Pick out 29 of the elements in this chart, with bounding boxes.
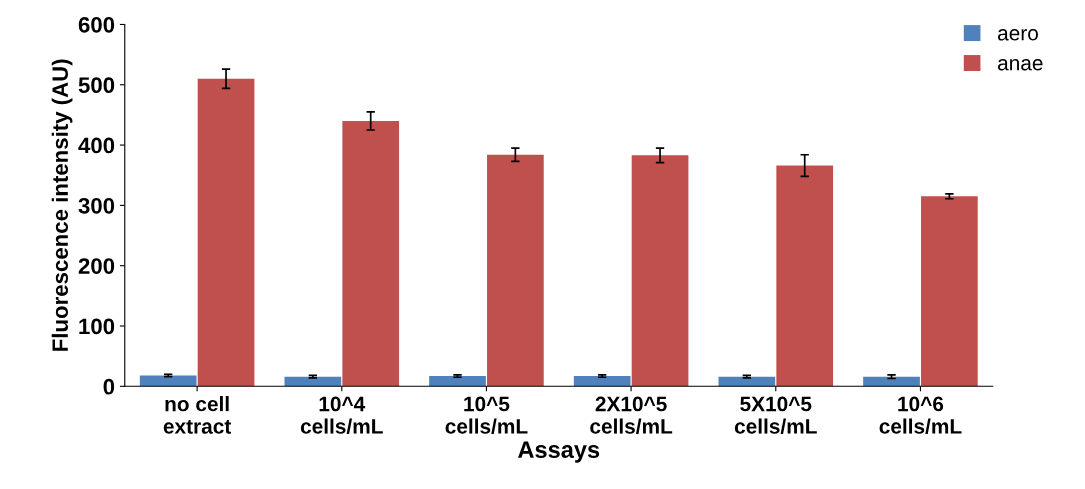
bar bbox=[487, 154, 544, 387]
legend-label: aero bbox=[998, 29, 1038, 41]
bar bbox=[718, 376, 776, 387]
x-tick-label: 5X10^5 cells/mL bbox=[734, 396, 817, 434]
x-tick-label: 10^6 cells/mL bbox=[879, 396, 962, 434]
x-tick-label: 2X10^5 cells/mL bbox=[590, 396, 673, 434]
y-tick-label: 300 bbox=[78, 197, 115, 214]
y-tick-label: 400 bbox=[78, 137, 115, 154]
legend-label: anae bbox=[998, 59, 1043, 71]
x-axis-title: Assays bbox=[518, 441, 600, 463]
y-tick-label: 0 bbox=[103, 378, 115, 395]
y-tick-label: 600 bbox=[78, 16, 115, 33]
y-tick-label: 500 bbox=[78, 77, 115, 94]
x-tick-label: 10^4 cells/mL bbox=[300, 396, 383, 434]
bar bbox=[342, 120, 400, 387]
bar bbox=[197, 78, 255, 387]
bar bbox=[863, 376, 920, 387]
bar bbox=[631, 155, 689, 387]
y-tick-label: 200 bbox=[78, 258, 115, 274]
bar bbox=[573, 376, 631, 387]
bar bbox=[284, 376, 342, 387]
bar bbox=[921, 196, 978, 387]
bar bbox=[429, 376, 486, 387]
bar bbox=[139, 375, 197, 387]
bar bbox=[776, 165, 834, 387]
x-tick-label: 10^5 cells/mL bbox=[445, 396, 528, 434]
y-axis-title: Fluorescence intensity (AU) bbox=[51, 59, 73, 351]
y-tick-label: 100 bbox=[79, 318, 115, 335]
x-tick-label: no cell extract bbox=[163, 396, 232, 434]
